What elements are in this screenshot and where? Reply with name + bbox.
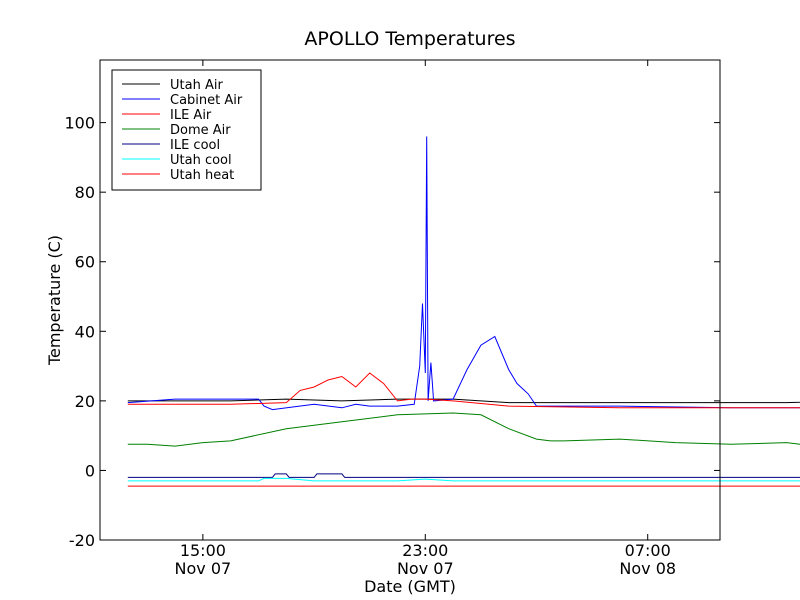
x-axis-label: Date (GMT) <box>364 577 456 596</box>
series-utah-cool <box>127 477 800 482</box>
x-tick-label-date: Nov 07 <box>175 559 232 578</box>
legend-label-ile-cool: ILE cool <box>170 138 220 153</box>
series-ile-air <box>127 372 800 409</box>
series-dome-air <box>127 412 800 447</box>
legend-label-dome-air: Dome Air <box>170 123 231 138</box>
y-axis: -20 0 20 40 60 80 100 <box>64 114 720 550</box>
series-cabinet-air <box>127 136 800 411</box>
y-tick-label: 60 <box>75 253 95 272</box>
legend-label-ile-air: ILE Air <box>170 108 212 123</box>
y-tick-label: 80 <box>75 183 95 202</box>
x-tick-label-date: Nov 07 <box>397 559 454 578</box>
x-tick-label-time: 07:00 <box>625 541 671 560</box>
series-utah-air <box>127 398 800 404</box>
series-layer <box>127 136 800 487</box>
x-tick-label-time: 15:00 <box>180 541 226 560</box>
legend-label-utah-heat: Utah heat <box>170 168 234 183</box>
legend-label-cabinet-air: Cabinet Air <box>170 93 243 108</box>
plot-frame <box>99 59 721 541</box>
y-tick-label: 20 <box>75 392 95 411</box>
legend-label-utah-air: Utah Air <box>170 78 223 93</box>
chart-title: APOLLO Temperatures <box>304 28 515 50</box>
y-axis-label: Temperature (C) <box>45 235 64 366</box>
x-tick-label-date: Nov 08 <box>619 559 676 578</box>
x-tick-label-time: 23:00 <box>402 541 448 560</box>
series-ile-cool <box>127 473 800 478</box>
y-tick-label: 0 <box>85 461 95 480</box>
legend-box <box>111 69 262 191</box>
legend-label-utah-cool: Utah cool <box>170 153 232 168</box>
y-tick-label: 100 <box>64 114 95 133</box>
y-tick-label: 40 <box>75 322 95 341</box>
y-tick-label: -20 <box>69 531 95 550</box>
